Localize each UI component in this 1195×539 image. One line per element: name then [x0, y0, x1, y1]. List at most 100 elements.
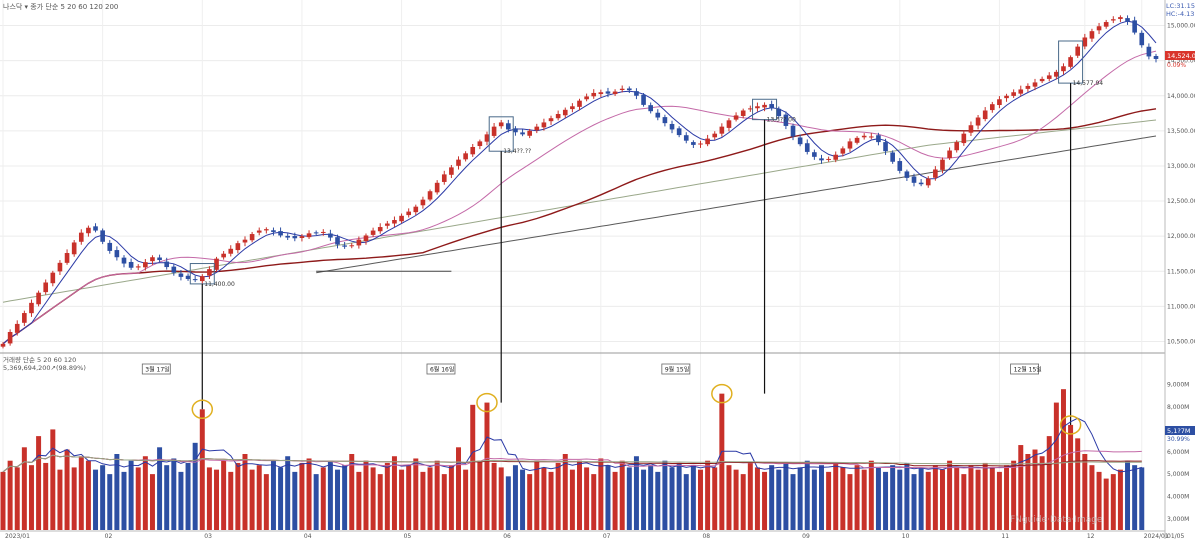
volume-bar[interactable]: [377, 474, 383, 530]
candle[interactable]: [605, 87, 611, 98]
volume-bar[interactable]: [192, 442, 198, 530]
candle[interactable]: [441, 170, 447, 185]
volume-bar[interactable]: [484, 402, 490, 530]
volume-bar[interactable]: [890, 465, 896, 530]
candle[interactable]: [933, 166, 938, 181]
volume-bar[interactable]: [762, 471, 768, 530]
volume-bar[interactable]: [114, 454, 120, 530]
candle[interactable]: [940, 157, 945, 174]
candle[interactable]: [100, 228, 105, 245]
candle[interactable]: [804, 139, 810, 155]
candle[interactable]: [947, 147, 952, 160]
candle[interactable]: [989, 101, 995, 113]
volume-bar[interactable]: [1060, 389, 1066, 530]
volume-bar[interactable]: [391, 456, 397, 530]
volume-bar[interactable]: [584, 467, 590, 530]
volume-bar[interactable]: [712, 467, 718, 530]
candle[interactable]: [71, 240, 77, 257]
volume-bar[interactable]: [954, 467, 960, 530]
volume-bar[interactable]: [50, 429, 56, 530]
volume-bar[interactable]: [947, 460, 953, 530]
volume-bar[interactable]: [754, 467, 760, 530]
candle[interactable]: [740, 108, 746, 119]
volume-bar[interactable]: [214, 469, 220, 530]
volume-bar[interactable]: [235, 462, 241, 530]
volume-bar[interactable]: [527, 474, 533, 530]
candle[interactable]: [470, 143, 476, 157]
volume-bar[interactable]: [1125, 460, 1131, 530]
candle[interactable]: [285, 233, 291, 241]
volume-bar[interactable]: [470, 404, 476, 530]
candle[interactable]: [513, 126, 518, 136]
candle[interactable]: [427, 189, 433, 202]
volume-bar[interactable]: [619, 460, 625, 530]
candle[interactable]: [157, 254, 162, 263]
volume-bar[interactable]: [833, 462, 839, 530]
candle[interactable]: [185, 273, 191, 281]
candle[interactable]: [975, 114, 981, 130]
candle[interactable]: [86, 225, 91, 237]
candle[interactable]: [1018, 85, 1024, 97]
volume-bar[interactable]: [655, 471, 661, 530]
candle[interactable]: [655, 109, 661, 121]
volume-bar[interactable]: [36, 436, 42, 530]
candle[interactable]: [1068, 55, 1073, 69]
volume-bar[interactable]: [7, 460, 13, 530]
volume-bar[interactable]: [78, 456, 84, 530]
candle[interactable]: [1039, 76, 1045, 84]
candle[interactable]: [0, 342, 6, 349]
volume-bar[interactable]: [598, 458, 604, 530]
candle[interactable]: [413, 204, 419, 216]
candle[interactable]: [876, 132, 881, 146]
volume-bar[interactable]: [43, 462, 49, 530]
volume-bar[interactable]: [477, 460, 483, 530]
candle[interactable]: [249, 231, 255, 243]
candle[interactable]: [847, 138, 853, 152]
volume-bar[interactable]: [64, 449, 70, 530]
volume-bar[interactable]: [989, 467, 995, 530]
volume-bar[interactable]: [1039, 456, 1045, 530]
volume-bar[interactable]: [897, 469, 903, 530]
volume-bar[interactable]: [520, 469, 526, 530]
candle[interactable]: [256, 227, 262, 236]
volume-bar[interactable]: [320, 467, 326, 530]
candle[interactable]: [498, 119, 504, 129]
volume-bar[interactable]: [726, 465, 732, 530]
candle[interactable]: [306, 230, 312, 239]
volume-bar[interactable]: [413, 458, 419, 530]
volume-bar[interactable]: [135, 467, 141, 530]
candle[interactable]: [1032, 78, 1038, 91]
candle[interactable]: [1103, 19, 1109, 29]
volume-bar[interactable]: [342, 465, 348, 530]
candle[interactable]: [534, 123, 540, 134]
candle[interactable]: [164, 257, 170, 270]
candle[interactable]: [591, 89, 597, 99]
candle[interactable]: [776, 106, 782, 119]
volume-bar[interactable]: [306, 458, 312, 530]
candle[interactable]: [128, 258, 134, 270]
candle[interactable]: [1139, 30, 1145, 48]
volume-bar[interactable]: [740, 474, 746, 530]
candle[interactable]: [370, 227, 376, 237]
candle[interactable]: [669, 120, 675, 134]
candle[interactable]: [598, 89, 604, 98]
volume-bar[interactable]: [1132, 465, 1138, 530]
volume-bar[interactable]: [555, 462, 561, 530]
volume-bar[interactable]: [1103, 478, 1109, 530]
volume-bar[interactable]: [498, 467, 504, 530]
candle[interactable]: [434, 180, 440, 195]
volume-bar[interactable]: [1025, 454, 1031, 530]
candle[interactable]: [897, 158, 903, 174]
volume-bar[interactable]: [562, 454, 568, 530]
candle[interactable]: [271, 227, 276, 236]
volume-bar[interactable]: [93, 469, 99, 530]
volume-bar[interactable]: [128, 460, 134, 530]
candle[interactable]: [57, 260, 63, 275]
volume-bars[interactable]: [0, 389, 1145, 530]
volume-bar[interactable]: [349, 454, 355, 530]
candle[interactable]: [114, 246, 120, 261]
candle[interactable]: [982, 107, 988, 122]
volume-bar[interactable]: [242, 454, 248, 530]
candle[interactable]: [292, 232, 298, 242]
candle[interactable]: [29, 299, 34, 317]
